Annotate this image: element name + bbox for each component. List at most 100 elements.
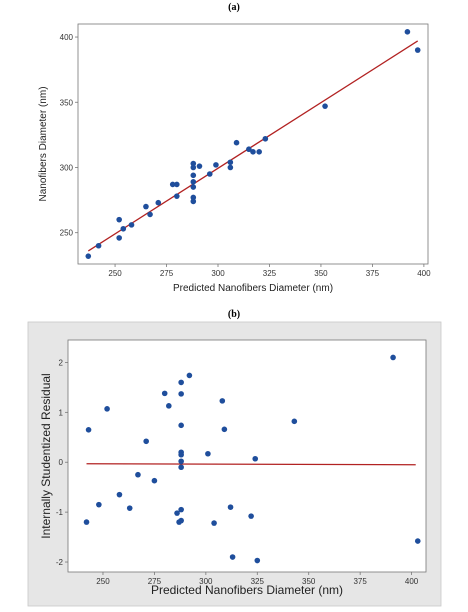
data-point [169, 181, 176, 188]
data-point [256, 149, 262, 155]
x-tick-label: 300 [211, 269, 225, 278]
data-point [174, 510, 180, 516]
data-point [414, 47, 421, 53]
data-point [178, 451, 184, 458]
data-point [229, 554, 236, 560]
data-point [155, 199, 162, 206]
y-axis-title: Nanofibers Diameter (nm) [38, 86, 49, 201]
data-point [190, 198, 197, 205]
x-tick-label: 275 [148, 577, 162, 586]
x-tick-label: 325 [263, 269, 277, 278]
x-tick-label: 375 [366, 269, 380, 278]
data-point [254, 557, 261, 564]
data-point [178, 464, 184, 471]
data-point [161, 390, 168, 397]
data-point [252, 455, 259, 462]
data-point [248, 513, 254, 519]
data-point [227, 159, 234, 166]
data-point [120, 225, 127, 232]
x-tick-label: 400 [417, 269, 431, 278]
y-tick-label: 350 [60, 98, 74, 107]
data-point [206, 171, 213, 177]
data-point [96, 501, 102, 508]
x-tick-label: 350 [314, 269, 328, 278]
data-point [250, 149, 256, 155]
data-point [151, 477, 158, 484]
data-point [190, 179, 197, 185]
data-point [262, 135, 269, 142]
data-point [227, 504, 234, 510]
y-tick-label: -2 [56, 558, 64, 567]
x-tick-label: 400 [405, 577, 419, 586]
y-tick-label: 250 [60, 229, 74, 238]
data-point [227, 164, 234, 171]
x-axis-title: Predicted Nanofibers Diameter (nm) [173, 283, 333, 294]
data-point [178, 517, 184, 524]
plot-area [77, 23, 429, 265]
chart-panel-1: 250 275 300 325 350 375 400 -2 -1 0 1 2 Predicted Na… [27, 321, 442, 607]
data-point [83, 519, 90, 525]
data-point [178, 506, 184, 513]
data-point [126, 505, 133, 511]
data-point [174, 181, 180, 188]
data-point [147, 211, 153, 218]
y-tick-label: -1 [56, 508, 64, 517]
data-point [233, 139, 240, 146]
data-point [221, 426, 228, 433]
data-point [190, 184, 197, 190]
data-point [104, 406, 110, 412]
data-point [178, 458, 184, 465]
x-tick-label: 375 [353, 577, 367, 586]
data-point [190, 160, 197, 167]
data-point [178, 379, 184, 386]
data-point [85, 427, 92, 433]
x-tick-label: 350 [302, 577, 316, 586]
data-point [211, 520, 217, 526]
data-point [190, 164, 197, 171]
x-axis-title: Predicted Nanofibers Diameter (nm) [151, 583, 343, 597]
data-point [116, 235, 122, 241]
data-point [219, 398, 226, 404]
data-point [414, 538, 421, 544]
x-tick-label: 250 [108, 269, 122, 278]
x-tick-label: 275 [160, 269, 174, 278]
x-tick-label: 325 [251, 577, 265, 586]
panel-b-label: (b) [227, 309, 241, 320]
fit-line [87, 40, 419, 252]
data-point [322, 103, 328, 109]
data-point [95, 242, 102, 249]
data-point [404, 29, 411, 35]
data-point [178, 422, 184, 429]
panel-a-label: (a) [228, 2, 240, 13]
data-point [174, 193, 180, 199]
y-tick-label: 1 [59, 408, 64, 417]
data-point [85, 253, 92, 259]
data-point [143, 203, 149, 210]
y-tick-label: 2 [59, 358, 64, 367]
fit-line [86, 463, 416, 466]
data-point [196, 163, 203, 169]
y-tick-label: 300 [60, 163, 74, 172]
data-point [135, 471, 141, 478]
y-tick-label: 0 [59, 458, 64, 467]
y-axis-title: Internally Studentized Residual [39, 373, 53, 538]
data-point [166, 403, 172, 409]
data-point [116, 216, 122, 223]
data-point [116, 491, 123, 498]
chart-panel-0: 250 275 300 325 350 375 400 250 300 350 400 Predict… [38, 23, 431, 294]
data-point [291, 418, 298, 425]
data-point [143, 438, 149, 445]
y-tick-label: 400 [60, 33, 74, 42]
data-point [213, 162, 219, 168]
x-tick-label: 250 [96, 577, 110, 586]
data-point [128, 222, 135, 228]
x-tick-label: 300 [199, 577, 213, 586]
data-point [186, 372, 193, 379]
data-point [178, 391, 184, 397]
data-point [390, 354, 396, 361]
data-point [190, 172, 197, 179]
data-point [205, 450, 211, 457]
plot-area [67, 339, 427, 573]
data-point [246, 146, 252, 153]
